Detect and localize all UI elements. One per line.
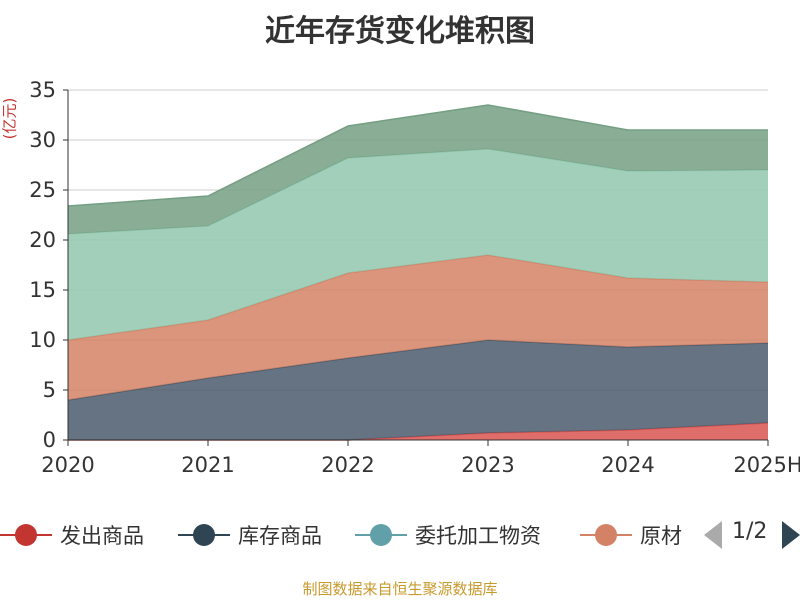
pager-prev-icon[interactable] — [704, 521, 722, 549]
legend-label-3: 原材 — [640, 524, 682, 548]
y-tick-label-7: 35 — [29, 78, 56, 102]
legend-label-1: 库存商品 — [238, 524, 322, 548]
y-tick-label-0: 0 — [43, 428, 56, 452]
legend-symbol-3 — [580, 523, 632, 547]
area-series-0 — [68, 423, 768, 440]
legend-pager: 1/2 — [700, 515, 800, 555]
legend-item-1[interactable]: 库存商品 — [178, 515, 322, 555]
area-series-4 — [68, 105, 768, 234]
y-tick-label-5: 25 — [29, 178, 56, 202]
y-tick-label-2: 10 — [29, 328, 56, 352]
data-source-note: 制图数据来自恒生聚源数据库 — [302, 580, 498, 598]
legend-item-2[interactable]: 委托加工物资 — [355, 515, 541, 555]
area-series-1 — [68, 340, 768, 440]
x-tick-label-0: 2020 — [41, 453, 94, 477]
legend-item-0[interactable]: 发出商品 — [0, 515, 144, 555]
line-series-4 — [67, 104, 768, 207]
x-tick-label-1: 2021 — [181, 453, 234, 477]
y-tick-label-6: 30 — [29, 128, 56, 152]
pager-next-icon[interactable] — [782, 521, 800, 549]
y-tick-label-4: 20 — [29, 228, 56, 252]
legend-symbol-0 — [0, 523, 52, 547]
legend: 发出商品 库存商品 委托加工物资 原材 — [0, 515, 800, 555]
legend-symbol-2 — [355, 523, 407, 547]
legend-label-2: 委托加工物资 — [415, 524, 541, 548]
chart-title: 近年存货变化堆积图 — [265, 14, 535, 49]
x-tick-label-4: 2024 — [601, 453, 654, 477]
x-tick-label-2: 2022 — [321, 453, 374, 477]
x-tick-label-5: 2025H — [733, 453, 800, 477]
y-tick-label-3: 15 — [29, 278, 56, 302]
x-tick-label-3: 2023 — [461, 453, 514, 477]
pager-text: 1/2 — [732, 519, 768, 544]
area-series-2 — [68, 255, 768, 400]
legend-item-3[interactable]: 原材 — [580, 515, 682, 555]
area-series-3 — [68, 149, 768, 340]
legend-symbol-1 — [178, 523, 230, 547]
legend-label-0: 发出商品 — [60, 524, 144, 548]
y-tick-label-1: 5 — [43, 378, 56, 402]
